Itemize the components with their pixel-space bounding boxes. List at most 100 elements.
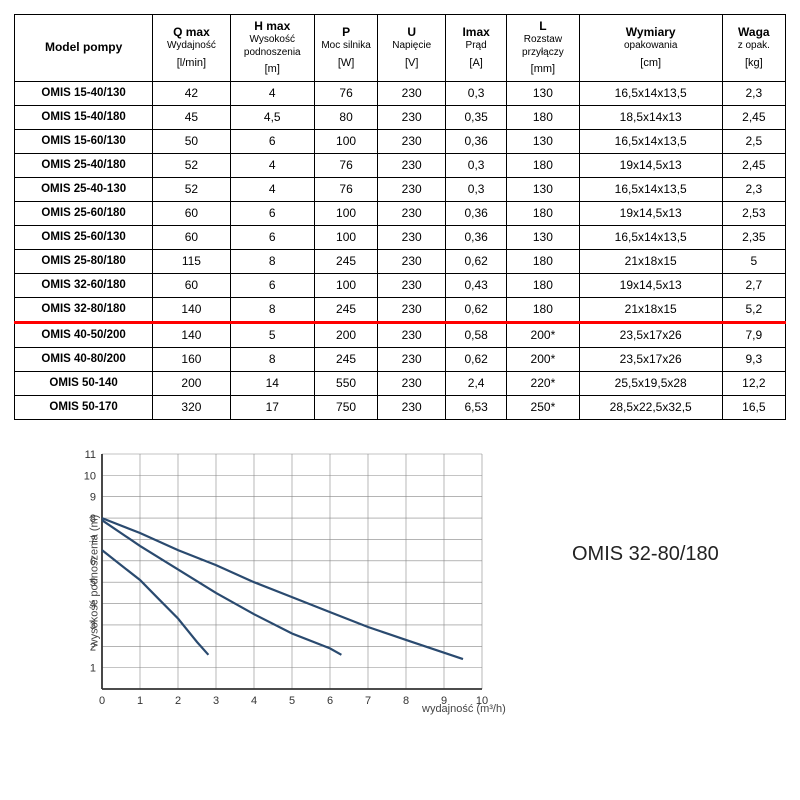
data-cell: 100 [314,273,377,297]
col-header-1: Q maxWydajność[l/min] [153,15,230,82]
data-cell: 0,36 [446,129,507,153]
data-cell: 200 [314,322,377,347]
model-cell: OMIS 32-60/180 [15,273,153,297]
table-row: OMIS 50-170320177502306,53250*28,5x22,5x… [15,395,786,419]
data-cell: 2,5 [722,129,785,153]
col-header-6: LRozstaw przyłączy[mm] [507,15,580,82]
data-cell: 16,5x14x13,5 [579,225,722,249]
model-cell: OMIS 50-170 [15,395,153,419]
data-cell: 0,3 [446,153,507,177]
data-cell: 0,62 [446,249,507,273]
data-cell: 140 [153,322,230,347]
col-header-3: PMoc silnika[W] [314,15,377,82]
col-header-4: UNapięcie[V] [378,15,446,82]
table-row: OMIS 50-140200145502302,4220*25,5x19,5x2… [15,371,786,395]
data-cell: 8 [230,347,314,371]
data-cell: 0,62 [446,347,507,371]
data-cell: 8 [230,297,314,322]
data-cell: 21x18x15 [579,297,722,322]
data-cell: 0,36 [446,225,507,249]
data-cell: 2,7 [722,273,785,297]
svg-text:5: 5 [289,695,295,707]
x-axis-label: wydajność (m³/h) [422,703,506,715]
data-cell: 6 [230,129,314,153]
data-cell: 2,4 [446,371,507,395]
data-cell: 0,43 [446,273,507,297]
data-cell: 8 [230,249,314,273]
table-row: OMIS 32-80/18014082452300,6218021x18x155… [15,297,786,322]
table-row: OMIS 32-60/1806061002300,4318019x14,5x13… [15,273,786,297]
data-cell: 60 [153,225,230,249]
data-cell: 230 [378,105,446,129]
model-cell: OMIS 50-140 [15,371,153,395]
data-cell: 230 [378,297,446,322]
data-cell: 23,5x17x26 [579,347,722,371]
data-cell: 200* [507,322,580,347]
data-cell: 100 [314,225,377,249]
data-cell: 16,5x14x13,5 [579,81,722,105]
svg-text:4: 4 [251,695,257,707]
data-cell: 550 [314,371,377,395]
svg-text:11: 11 [85,449,96,461]
col-header-2: H maxWysokość podnoszenia[m] [230,15,314,82]
data-cell: 0,62 [446,297,507,322]
data-cell: 7,9 [722,322,785,347]
data-cell: 5,2 [722,297,785,322]
table-row: OMIS 40-80/20016082452300,62200*23,5x17x… [15,347,786,371]
data-cell: 200 [153,371,230,395]
data-cell: 180 [507,153,580,177]
table-row: OMIS 15-60/1305061002300,3613016,5x14x13… [15,129,786,153]
data-cell: 130 [507,177,580,201]
svg-text:1: 1 [137,695,143,707]
table-row: OMIS 25-40/180524762300,318019x14,5x132,… [15,153,786,177]
table-row: OMIS 25-40-130524762300,313016,5x14x13,5… [15,177,786,201]
data-cell: 0,36 [446,201,507,225]
svg-text:0: 0 [99,695,105,707]
data-cell: 6 [230,201,314,225]
data-cell: 230 [378,249,446,273]
model-cell: OMIS 25-40-130 [15,177,153,201]
data-cell: 4 [230,81,314,105]
data-cell: 2,45 [722,105,785,129]
data-cell: 230 [378,395,446,419]
data-cell: 52 [153,177,230,201]
data-cell: 130 [507,81,580,105]
model-cell: OMIS 15-60/130 [15,129,153,153]
data-cell: 115 [153,249,230,273]
data-cell: 2,3 [722,81,785,105]
data-cell: 230 [378,201,446,225]
model-cell: OMIS 32-80/180 [15,297,153,322]
data-cell: 180 [507,201,580,225]
data-cell: 230 [378,347,446,371]
table-row: OMIS 15-40/180454,5802300,3518018,5x14x1… [15,105,786,129]
data-cell: 76 [314,81,377,105]
svg-text:2: 2 [175,695,181,707]
data-cell: 230 [378,177,446,201]
data-cell: 6 [230,273,314,297]
data-cell: 19x14,5x13 [579,201,722,225]
data-cell: 2,53 [722,201,785,225]
data-cell: 0,3 [446,177,507,201]
data-cell: 100 [314,201,377,225]
svg-text:1: 1 [90,662,96,674]
curve-1 [102,520,341,655]
data-cell: 750 [314,395,377,419]
data-cell: 130 [507,225,580,249]
data-cell: 130 [507,129,580,153]
data-cell: 6 [230,225,314,249]
svg-text:10: 10 [84,470,96,482]
svg-text:3: 3 [213,695,219,707]
col-header-0: Model pompy [15,15,153,82]
data-cell: 230 [378,371,446,395]
svg-text:9: 9 [90,491,96,503]
data-cell: 220* [507,371,580,395]
data-cell: 230 [378,153,446,177]
data-cell: 28,5x22,5x32,5 [579,395,722,419]
table-row: OMIS 25-80/18011582452300,6218021x18x155 [15,249,786,273]
data-cell: 2,35 [722,225,785,249]
model-cell: OMIS 40-80/200 [15,347,153,371]
model-cell: OMIS 15-40/180 [15,105,153,129]
data-cell: 23,5x17x26 [579,322,722,347]
data-cell: 230 [378,322,446,347]
table-row: OMIS 15-40/130424762300,313016,5x14x13,5… [15,81,786,105]
